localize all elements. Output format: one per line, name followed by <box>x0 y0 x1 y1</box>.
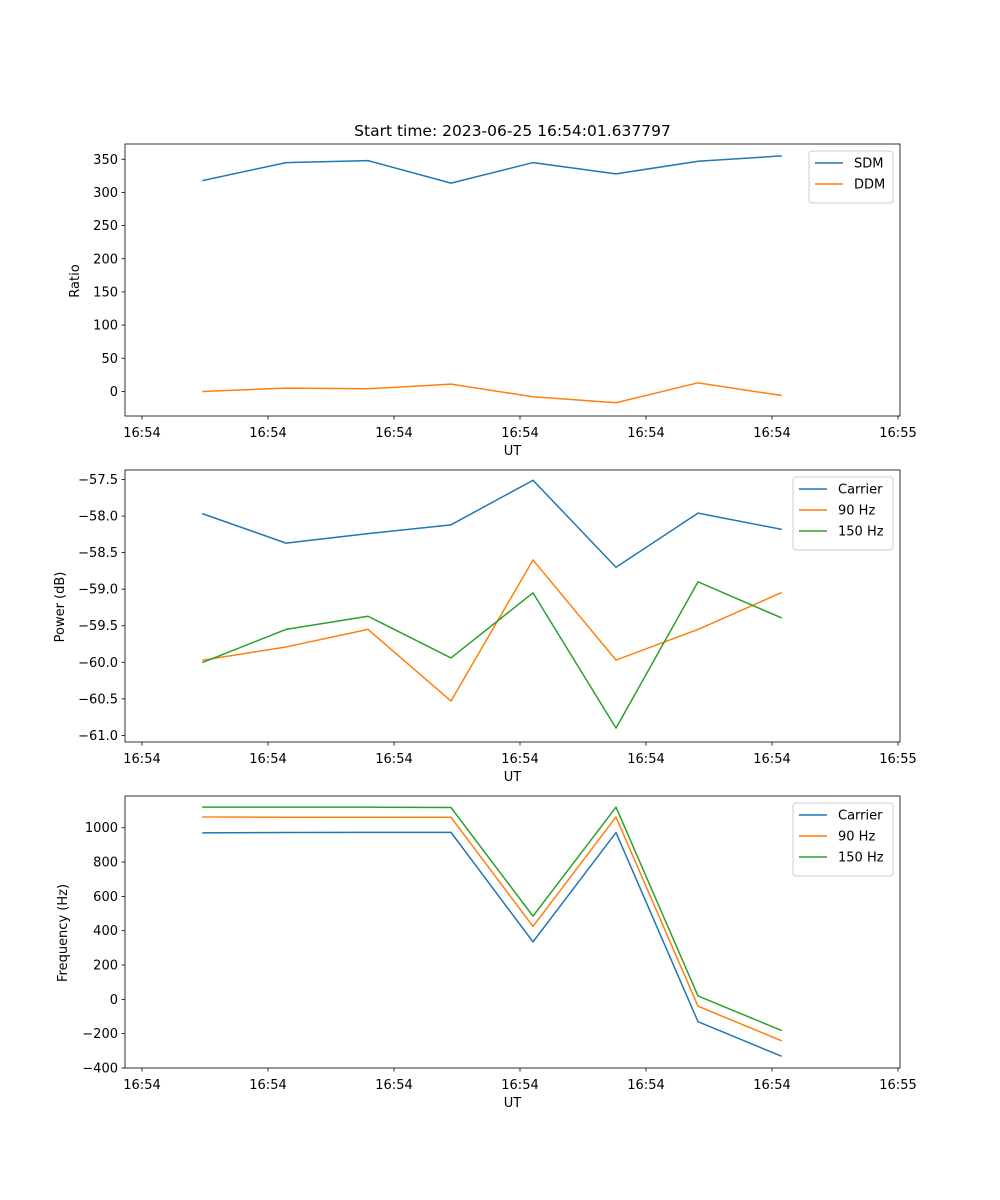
legend-label: Carrier <box>838 809 883 824</box>
y-tick-label: −57.5 <box>78 473 118 488</box>
plot-frame <box>124 795 901 1069</box>
series-line-carrier <box>202 479 782 568</box>
x-tick-label: 16:54 <box>627 426 664 441</box>
series-line-150-hz <box>202 806 782 1032</box>
legend-box <box>808 150 894 204</box>
y-tick-label: 600 <box>93 890 118 905</box>
legend-label: 90 Hz <box>838 830 875 845</box>
y-tick-label: 200 <box>93 959 118 974</box>
y-tick-label: 350 <box>93 153 118 168</box>
y-tick-label: −59.0 <box>78 583 118 598</box>
legend-label: 90 Hz <box>838 504 875 519</box>
legend-label: Carrier <box>838 483 883 498</box>
y-tick-label: −58.0 <box>78 510 118 525</box>
x-axis-label: UT <box>504 1096 522 1111</box>
legend: Carrier 90 Hz 150 Hz <box>792 476 894 551</box>
series-line-carrier <box>202 831 782 1057</box>
x-tick-label: 16:54 <box>501 752 538 767</box>
chart-power: UT Power (dB) −61.0 −60.5 −60.0 −59.5 −59.0 −… <box>53 469 917 785</box>
legend-label: 150 Hz <box>838 851 884 866</box>
plot-frame <box>124 143 901 417</box>
legend: SDM DDM <box>808 150 894 204</box>
x-tick-label: 16:54 <box>501 426 538 441</box>
plot-frame <box>124 469 901 743</box>
x-tick-label: 16:55 <box>879 1078 916 1093</box>
y-tick-label: 200 <box>93 252 118 267</box>
y-tick-label: 150 <box>93 285 118 300</box>
y-tick-label: 300 <box>93 186 118 201</box>
legend-label: SDM <box>854 157 883 172</box>
y-tick-label: −61.0 <box>78 729 118 744</box>
y-tick-label: 400 <box>93 924 118 939</box>
chart-title: Start time: 2023-06-25 16:54:01.637797 <box>354 122 671 140</box>
x-tick-label: 16:54 <box>753 1078 790 1093</box>
x-tick-label: 16:54 <box>249 752 286 767</box>
y-axis-label: Frequency (Hz) <box>56 884 71 982</box>
x-tick-label: 16:54 <box>249 1078 286 1093</box>
series-line-sdm <box>202 155 782 184</box>
x-tick-label: 16:54 <box>501 1078 538 1093</box>
y-tick-label: 100 <box>93 319 118 334</box>
series-line-ddm <box>202 382 782 404</box>
x-tick-label: 16:55 <box>879 426 916 441</box>
x-tick-label: 16:54 <box>375 1078 412 1093</box>
legend-label: 150 Hz <box>838 525 884 540</box>
legend: Carrier 90 Hz 150 Hz <box>792 802 894 877</box>
x-tick-label: 16:54 <box>123 426 160 441</box>
x-axis-label: UT <box>504 770 522 785</box>
y-tick-label: 50 <box>101 352 118 367</box>
x-tick-label: 16:54 <box>627 1078 664 1093</box>
y-tick-label: −60.5 <box>78 692 118 707</box>
x-tick-label: 16:54 <box>249 426 286 441</box>
x-tick-label: 16:54 <box>753 426 790 441</box>
x-tick-label: 16:54 <box>627 752 664 767</box>
x-tick-label: 16:54 <box>753 752 790 767</box>
y-tick-label: −59.5 <box>78 619 118 634</box>
y-tick-label: −400 <box>82 1062 118 1077</box>
y-tick-label: −200 <box>82 1027 118 1042</box>
x-tick-label: 16:54 <box>123 752 160 767</box>
legend-label: DDM <box>854 178 885 193</box>
y-tick-label: 0 <box>110 993 118 1008</box>
chart-ratio: Start time: 2023-06-25 16:54:01.637797 U… <box>68 122 917 459</box>
series-line-90-hz <box>202 559 782 702</box>
y-tick-label: −58.5 <box>78 546 118 561</box>
series-line-90-hz <box>202 816 782 1042</box>
y-tick-label: 250 <box>93 219 118 234</box>
y-tick-label: 0 <box>110 385 118 400</box>
x-axis-label: UT <box>504 444 522 459</box>
y-tick-label: 800 <box>93 856 118 871</box>
y-axis-label: Ratio <box>68 264 83 297</box>
x-tick-label: 16:54 <box>123 1078 160 1093</box>
x-tick-label: 16:54 <box>375 426 412 441</box>
y-tick-label: −60.0 <box>78 656 118 671</box>
series-line-150-hz <box>202 581 782 729</box>
chart-frequency: UT Frequency (Hz) −400 −200 0 200 400 600 800 1… <box>56 795 917 1111</box>
x-tick-label: 16:55 <box>879 752 916 767</box>
y-axis-label: Power (dB) <box>53 572 68 643</box>
x-tick-label: 16:54 <box>375 752 412 767</box>
y-tick-label: 1000 <box>85 821 118 836</box>
